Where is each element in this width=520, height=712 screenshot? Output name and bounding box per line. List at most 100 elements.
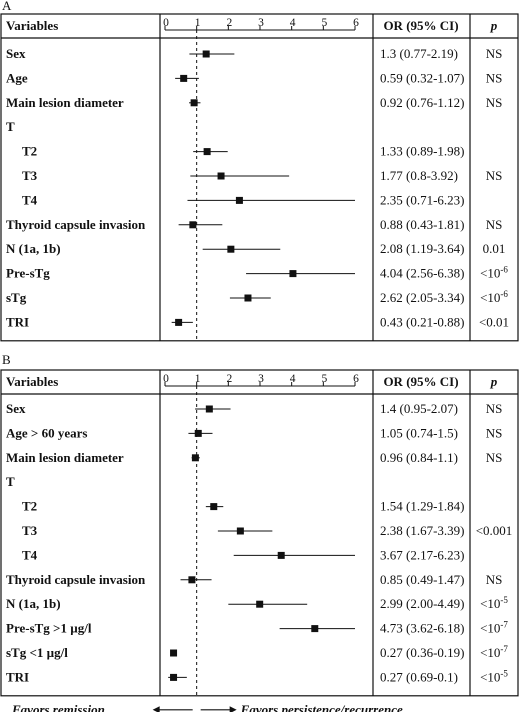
or-point [191, 454, 199, 462]
p-value-base: <10 [480, 645, 500, 660]
or-point [227, 245, 235, 253]
header-variables: Variables [6, 18, 58, 33]
or-point [236, 527, 244, 535]
table-row: Thyroid capsule invasion 0.85 (0.49-1.47)… [6, 572, 502, 587]
p-value-base: NS [486, 572, 503, 587]
or-ci-value: 2.38 (1.67-3.39) [380, 523, 465, 538]
or-point [289, 270, 297, 278]
p-value: NS [486, 46, 503, 61]
table-row: T3 1.77 (0.8-3.92) NS [22, 168, 502, 183]
panel-label: B [2, 352, 11, 367]
p-value-base: <10 [480, 266, 500, 281]
x-tick-label: 3 [258, 17, 264, 29]
or-ci-value: 3.67 (2.17-6.23) [380, 547, 465, 562]
panel-label: A [2, 0, 12, 13]
table-row: T3 2.38 (1.67-3.39) <0.001 [22, 523, 512, 538]
table-row: TRI 0.27 (0.69-0.1) <10-5 [6, 668, 508, 684]
row-label: Main lesion diameter [6, 95, 124, 110]
header-or-ci: OR (95% CI) [383, 18, 458, 33]
or-point [202, 50, 210, 58]
table-frame [0, 13, 519, 342]
table-row: N (1a, 1b) 2.08 (1.19-3.64) 0.01 [6, 241, 505, 256]
or-ci-value: 2.08 (1.19-3.64) [380, 241, 465, 256]
table-row: Thyroid capsule invasion 0.88 (0.43-1.81)… [6, 217, 502, 232]
p-value-exponent: -6 [500, 289, 508, 299]
table-row: N (1a, 1b) 2.99 (2.00-4.49) <10-5 [6, 595, 508, 611]
p-value-base: NS [486, 70, 503, 85]
or-point [217, 172, 225, 180]
p-value-base: <0.01 [479, 314, 509, 329]
table-row: T4 3.67 (2.17-6.23) [22, 547, 465, 562]
arrow-left-head [152, 706, 160, 712]
p-value-base: <10 [480, 669, 500, 684]
row-label: Pre-sTg [6, 266, 50, 281]
row-label: T [6, 119, 15, 134]
p-value-base: NS [486, 95, 503, 110]
p-value-exponent: -5 [500, 668, 508, 678]
row-label: T3 [22, 168, 38, 183]
p-value: NS [486, 450, 503, 465]
table-row: TRI 0.43 (0.21-0.88) <0.01 [6, 314, 509, 329]
or-ci-value: 1.3 (0.77-2.19) [380, 46, 458, 61]
or-ci-value: 0.43 (0.21-0.88) [380, 314, 465, 329]
row-label: Sex [6, 46, 26, 61]
p-value-base: <10 [480, 596, 500, 611]
p-value: NS [486, 95, 503, 110]
footer-favors-right: Favors persistence/recurrence [240, 702, 403, 712]
p-value: <10-7 [480, 644, 508, 660]
table-row: T4 2.35 (0.71-6.23) [22, 192, 465, 207]
table-row: Age 0.59 (0.32-1.07) NS [6, 70, 502, 85]
p-value-exponent: -5 [500, 595, 508, 605]
arrow-right-head [229, 706, 237, 712]
row-label: TRI [6, 669, 29, 684]
or-point [194, 429, 202, 437]
table-row: T [6, 474, 15, 489]
header-variables: Variables [6, 374, 58, 389]
or-ci-value: 1.05 (0.74-1.5) [380, 425, 458, 440]
table-row: Main lesion diameter 0.92 (0.76-1.12) NS [6, 95, 502, 110]
table-row: T [6, 119, 15, 134]
forest-panel-b: B Variables OR (95% CI) p 0 1 2 3 4 5 6 Sex 1.4 (0.9… [0, 352, 519, 712]
or-point [256, 600, 264, 608]
p-value: <10-5 [480, 595, 508, 611]
p-value: <10-6 [480, 289, 508, 305]
footer-favors-left: Favors remission [11, 702, 105, 712]
p-value: <10-6 [480, 265, 508, 281]
table-row: Sex 1.4 (0.95-2.07) NS [6, 401, 502, 416]
p-value-base: <10 [480, 621, 500, 636]
x-tick-label: 1 [195, 373, 201, 385]
p-value: <0.001 [476, 523, 513, 538]
or-ci-value: 0.88 (0.43-1.81) [380, 217, 465, 232]
or-point [311, 625, 319, 633]
p-value-exponent: -7 [500, 644, 508, 654]
or-point [175, 318, 183, 326]
table-row: Sex 1.3 (0.77-2.19) NS [6, 46, 502, 61]
p-value: NS [486, 425, 503, 440]
p-value-base: NS [486, 168, 503, 183]
row-label: N (1a, 1b) [6, 596, 61, 611]
or-ci-value: 4.73 (3.62-6.18) [380, 621, 465, 636]
or-ci-value: 0.96 (0.84-1.1) [380, 450, 458, 465]
row-label: T2 [22, 144, 37, 159]
or-ci-value: 2.62 (2.05-3.34) [380, 290, 465, 305]
or-ci-value: 0.92 (0.76-1.12) [380, 95, 465, 110]
or-point [277, 551, 285, 559]
p-value-base: NS [486, 217, 503, 232]
or-ci-value: 1.33 (0.89-1.98) [380, 144, 465, 159]
header-p: p [490, 374, 498, 389]
table-row: Pre-sTg >1 µg/l 4.73 (3.62-6.18) <10-7 [6, 620, 508, 636]
row-label: T3 [22, 523, 38, 538]
or-point [170, 673, 178, 681]
p-value: NS [486, 401, 503, 416]
x-tick-label: 0 [163, 17, 169, 29]
row-label: sTg [6, 290, 27, 305]
p-value-exponent: -7 [500, 620, 508, 630]
or-point [235, 196, 243, 204]
or-ci-value: 2.35 (0.71-6.23) [380, 192, 465, 207]
p-value: <0.01 [479, 314, 509, 329]
x-tick-label: 4 [290, 17, 296, 29]
row-label: TRI [6, 314, 29, 329]
p-value-base: <10 [480, 290, 500, 305]
p-value-base: NS [486, 425, 503, 440]
